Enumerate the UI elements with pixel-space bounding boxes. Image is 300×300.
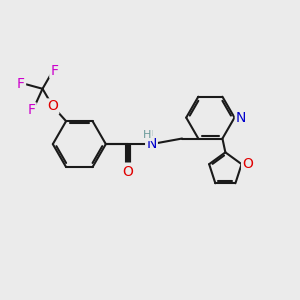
Text: F: F xyxy=(17,77,25,92)
Text: F: F xyxy=(50,64,58,77)
Text: O: O xyxy=(122,165,134,179)
Text: N: N xyxy=(146,137,157,151)
Text: F: F xyxy=(28,103,36,117)
Text: O: O xyxy=(122,164,134,178)
Text: O: O xyxy=(242,157,253,171)
Text: N: N xyxy=(236,111,246,124)
Text: N: N xyxy=(146,137,157,151)
Text: O: O xyxy=(47,99,58,113)
Text: H: H xyxy=(143,130,151,140)
Text: H: H xyxy=(145,130,153,140)
